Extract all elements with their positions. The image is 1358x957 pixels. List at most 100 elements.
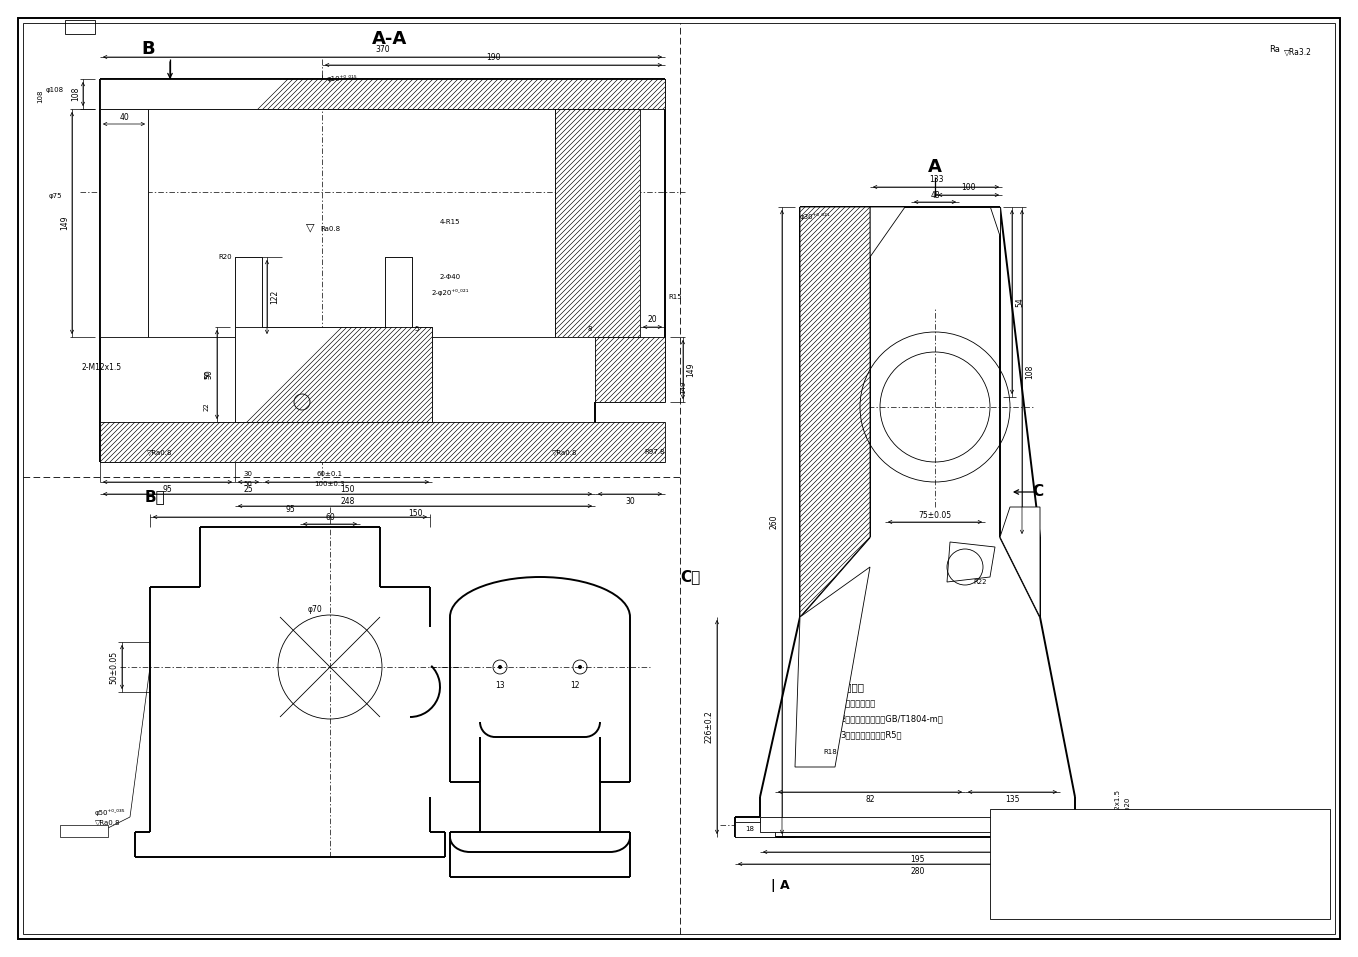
Text: 2-φ20⁺⁰·⁰²¹: 2-φ20⁺⁰·⁰²¹ <box>432 288 469 296</box>
Polygon shape <box>870 207 904 257</box>
Text: 195: 195 <box>910 856 925 864</box>
Text: R22: R22 <box>974 579 987 585</box>
Text: ▽Ra0.8: ▽Ra0.8 <box>95 819 121 825</box>
Polygon shape <box>100 109 148 337</box>
Text: 108: 108 <box>1025 365 1035 379</box>
Text: 尾座尾体: 尾座尾体 <box>1218 871 1238 879</box>
Bar <box>60 825 109 837</box>
Text: 248: 248 <box>341 498 354 506</box>
Text: 100±0.3: 100±0.3 <box>315 481 345 487</box>
Polygon shape <box>235 327 432 422</box>
Text: 30: 30 <box>625 498 636 506</box>
Text: 260: 260 <box>770 515 778 529</box>
Text: R97.8: R97.8 <box>645 449 665 455</box>
Text: ⊙φ0.05: ⊙φ0.05 <box>68 25 91 30</box>
Text: 2-15: 2-15 <box>1103 824 1118 830</box>
Polygon shape <box>999 507 1040 617</box>
Text: ▽Ra0.8: ▽Ra0.8 <box>553 449 577 455</box>
Polygon shape <box>794 567 870 767</box>
Text: 20: 20 <box>648 316 657 324</box>
Polygon shape <box>235 257 262 337</box>
Text: 50±0.05: 50±0.05 <box>110 651 118 683</box>
Text: 54: 54 <box>1016 297 1024 307</box>
Text: 95: 95 <box>163 485 172 495</box>
Text: φ108: φ108 <box>46 87 64 93</box>
Text: ▽Ra3.2: ▽Ra3.2 <box>1285 48 1312 56</box>
Text: Ra: Ra <box>1270 46 1281 55</box>
Text: 25: 25 <box>243 485 254 495</box>
Text: 2-M12x1.5: 2-M12x1.5 <box>1115 789 1120 826</box>
Text: 122: 122 <box>270 290 280 304</box>
Polygon shape <box>990 207 999 237</box>
Text: 82: 82 <box>865 795 875 805</box>
Text: 5: 5 <box>414 326 420 332</box>
Text: 50: 50 <box>243 481 253 487</box>
Text: 12: 12 <box>570 680 580 689</box>
Text: 8: 8 <box>588 326 592 332</box>
Text: R15: R15 <box>668 294 682 300</box>
Bar <box>65 20 95 34</box>
Text: A: A <box>928 158 942 176</box>
Text: A-A: A-A <box>372 30 407 48</box>
Text: 108: 108 <box>72 87 80 101</box>
Polygon shape <box>760 817 1076 832</box>
Text: 60: 60 <box>325 513 335 522</box>
Text: ▽: ▽ <box>306 222 314 232</box>
Text: 50: 50 <box>205 369 213 379</box>
Polygon shape <box>595 337 665 402</box>
Text: 18: 18 <box>746 826 755 832</box>
Polygon shape <box>555 109 640 337</box>
Text: 95: 95 <box>285 504 295 514</box>
Text: 280: 280 <box>910 867 925 877</box>
Text: φ70: φ70 <box>308 605 322 613</box>
Text: C: C <box>1032 484 1043 500</box>
Text: 30: 30 <box>243 471 253 477</box>
Text: 50: 50 <box>204 370 210 379</box>
Text: 149: 149 <box>687 363 695 377</box>
Text: 2-φ20: 2-φ20 <box>1124 797 1131 817</box>
Text: 100: 100 <box>961 184 976 192</box>
Polygon shape <box>1085 822 1100 837</box>
Text: B向: B向 <box>145 489 166 504</box>
Text: φ75: φ75 <box>49 193 61 199</box>
Polygon shape <box>947 542 995 582</box>
Text: 广东工学院: 广东工学院 <box>1042 812 1067 821</box>
Text: 149: 149 <box>680 380 686 393</box>
Text: 2、未注明公差执行GB/T1804-m；: 2、未注明公差执行GB/T1804-m； <box>841 715 942 723</box>
Polygon shape <box>386 257 411 337</box>
Text: R20: R20 <box>219 254 232 260</box>
Text: 150: 150 <box>340 485 354 495</box>
Text: Ra0.8: Ra0.8 <box>320 226 340 232</box>
Text: 135: 135 <box>1005 795 1020 805</box>
Text: 2-M12x1.5: 2-M12x1.5 <box>81 363 122 371</box>
Text: 13: 13 <box>496 680 505 689</box>
Text: A: A <box>77 24 83 30</box>
Text: 3、未注明铸造圆角R5；: 3、未注明铸造圆角R5； <box>841 730 902 740</box>
Text: 2-Φ40: 2-Φ40 <box>440 274 460 280</box>
Text: R18: R18 <box>823 749 837 755</box>
Text: 4-R15: 4-R15 <box>440 219 460 225</box>
Text: 370: 370 <box>375 44 390 54</box>
Text: 22: 22 <box>204 403 210 412</box>
Text: 40: 40 <box>1082 856 1092 864</box>
Text: 226±0.2: 226±0.2 <box>705 711 713 744</box>
Circle shape <box>498 665 502 669</box>
Text: 149: 149 <box>61 215 69 231</box>
Text: 190: 190 <box>486 54 501 62</box>
Polygon shape <box>800 207 870 617</box>
Polygon shape <box>100 422 665 462</box>
Text: ▽Ra0.8: ▽Ra0.8 <box>147 449 172 455</box>
Polygon shape <box>100 79 665 109</box>
Text: 60±0.1: 60±0.1 <box>316 471 344 477</box>
Text: 75±0.05: 75±0.05 <box>918 510 952 520</box>
Polygon shape <box>735 822 775 837</box>
Text: C向: C向 <box>680 569 701 585</box>
Text: HT200: HT200 <box>1206 828 1251 841</box>
Text: 48: 48 <box>930 191 940 201</box>
Text: φ30⁺⁰·⁰²¹: φ30⁺⁰·⁰²¹ <box>800 213 830 220</box>
Text: 1、钓造钓件；: 1、钓造钓件； <box>841 699 876 707</box>
Text: | A: | A <box>771 879 789 892</box>
Text: B: B <box>141 40 155 58</box>
Text: φ10⁺⁰·⁰¹⁵: φ10⁺⁰·⁰¹⁵ <box>327 76 357 82</box>
Bar <box>990 809 1329 919</box>
